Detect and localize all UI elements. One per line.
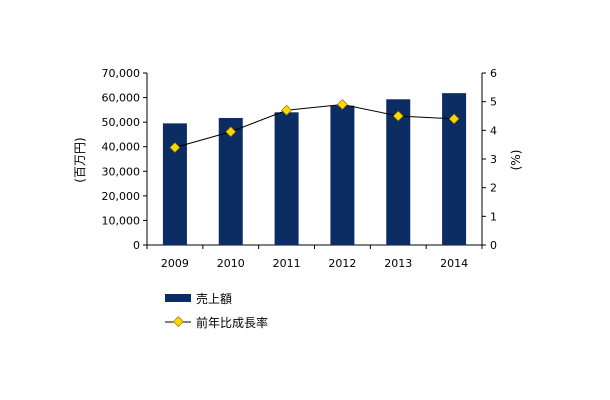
legend-label-sales: 売上額 [196, 291, 232, 306]
left-y-axis: 0 10,000 20,000 30,000 40,000 50,000 60,000 70,… [102, 67, 148, 252]
legend-label-growth: 前年比成長率 [196, 315, 268, 330]
growth-marker [169, 142, 181, 153]
bar-series [162, 93, 467, 246]
legend: 売上額 前年比成長率 [165, 291, 268, 330]
left-tick-label: 0 [133, 239, 140, 252]
right-tick-label: 6 [490, 67, 497, 80]
left-tick-label: 10,000 [102, 214, 141, 227]
right-tick-label: 0 [490, 239, 497, 252]
legend-swatch-sales [165, 294, 191, 302]
x-tick-label: 2014 [440, 257, 468, 270]
right-tick-label: 1 [490, 210, 497, 223]
bar [386, 99, 411, 245]
growth-marker [225, 126, 237, 138]
growth-marker [448, 113, 460, 125]
right-tick-label: 4 [490, 124, 497, 137]
growth-marker [281, 104, 292, 116]
bar [218, 117, 243, 245]
growth-line [174, 104, 455, 149]
right-tick-label: 5 [490, 96, 497, 109]
right-tick-label: 2 [490, 182, 497, 195]
left-tick-label: 50,000 [102, 116, 141, 129]
left-tick-label: 70,000 [102, 67, 141, 80]
x-axis: 2009 2010 2011 2012 2013 2014 [146, 244, 483, 270]
right-y-axis: 0 1 2 3 4 5 6 [481, 67, 497, 252]
x-tick-label: 2011 [273, 257, 301, 270]
x-tick-label: 2010 [217, 257, 245, 270]
bar [162, 123, 187, 245]
x-tick-label: 2012 [328, 257, 356, 270]
left-axis-title: (百万円) [73, 137, 87, 182]
left-tick-label: 40,000 [102, 141, 141, 154]
growth-marker [337, 99, 348, 110]
right-axis-title: (%) [509, 150, 523, 171]
left-tick-label: 20,000 [102, 190, 141, 203]
bar [274, 112, 299, 245]
x-tick-label: 2009 [161, 257, 189, 270]
x-tick-label: 2013 [384, 257, 412, 270]
legend-marker-growth [172, 316, 184, 328]
bar [330, 105, 355, 246]
left-tick-label: 60,000 [102, 92, 141, 105]
left-tick-label: 30,000 [102, 165, 141, 178]
growth-marker [392, 110, 404, 122]
line-series [169, 99, 460, 153]
right-tick-label: 3 [490, 153, 497, 166]
